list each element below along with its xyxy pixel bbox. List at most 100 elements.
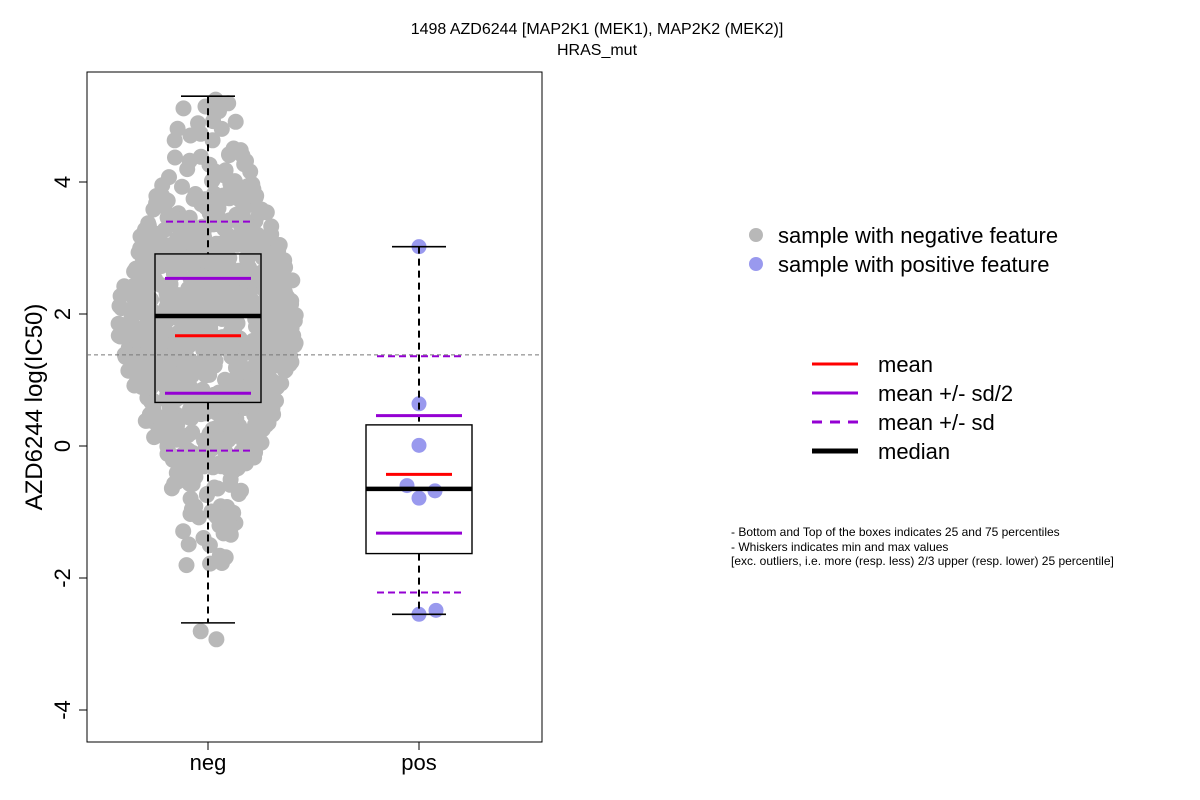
data-point-neg [213,458,229,475]
data-point-neg [127,287,144,304]
data-point-neg [190,509,207,526]
legend-point-label: sample with positive feature [778,252,1049,277]
data-point-neg [180,280,197,297]
legend-line-label: mean +/- sd [878,410,995,435]
data-point-neg [258,360,274,377]
data-point-neg [207,420,224,437]
data-point-neg [223,518,240,535]
legend-line-label: median [878,439,950,464]
data-point-neg [255,266,272,282]
data-point-pos [411,490,427,506]
data-point-neg [258,413,275,430]
data-point-neg [130,302,146,319]
data-point-neg [227,113,244,130]
data-point-neg [180,536,197,553]
data-point-neg [169,120,186,137]
data-point-neg [222,187,239,204]
y-tick-label: -2 [50,568,75,588]
data-point-neg [259,289,276,306]
data-point-neg [230,262,247,279]
data-point-neg [250,433,267,450]
data-point-neg [192,623,209,640]
data-point-neg [225,463,242,479]
note-line-2: - Whiskers indicates min and max values [731,540,948,554]
legend-line-label: mean [878,352,933,377]
data-point-neg [168,464,185,481]
data-point-neg [181,409,198,426]
data-point-neg [167,149,183,166]
data-point-neg [251,206,267,222]
data-point-neg [208,631,225,648]
data-point-neg [230,486,247,502]
data-point-neg [175,317,192,334]
data-point-neg [211,547,228,564]
data-point-neg [197,199,214,216]
data-point-neg [217,371,233,388]
points-layer [110,91,444,648]
data-point-neg [167,387,184,404]
data-point-neg [164,351,181,368]
data-point-neg [199,485,216,502]
data-point-neg [167,239,184,256]
data-point-neg [235,223,252,240]
data-point-neg [215,401,232,417]
data-point-neg [208,508,225,525]
data-point-neg [149,228,166,245]
data-point-neg [134,268,151,285]
data-point-neg [129,325,145,342]
chart-subtitle: HRAS_mut [557,42,638,59]
x-tick-label: pos [401,750,436,775]
data-point-neg [206,343,223,360]
data-point-neg [175,523,192,540]
data-point-neg [125,355,142,372]
data-point-neg [234,147,251,164]
data-point-neg [139,351,155,368]
data-point-neg [221,147,238,164]
data-point-neg [197,405,214,422]
data-point-neg [175,445,192,462]
data-point-neg [171,301,188,318]
data-point-neg [126,377,143,394]
data-point-neg [184,367,201,384]
data-point-neg [247,387,264,404]
data-point-neg [239,251,256,268]
data-point-neg [228,359,244,376]
data-point-neg [175,100,192,117]
data-point-neg [265,380,282,397]
box-iqr [154,253,262,404]
data-point-neg [201,387,218,404]
legend-point-swatch [749,228,763,242]
data-point-neg [237,455,254,472]
data-point-neg [150,195,167,211]
data-point-pos [428,602,444,618]
data-point-neg [195,293,212,310]
y-axis-label: AZD6244 log(IC50) [21,304,48,511]
data-point-neg [216,431,233,448]
data-point-neg [195,530,212,546]
stats-layer [87,95,542,624]
data-point-neg [175,255,192,272]
legend-lines: mean mean +/- sd/2 mean +/- sd median [812,352,1013,464]
data-point-neg [184,424,201,441]
data-point-neg [247,189,264,206]
y-tick-label: 0 [50,440,75,452]
data-point-neg [182,234,199,251]
data-point-neg [193,220,210,237]
data-point-neg [188,189,205,206]
data-point-neg [111,298,128,314]
notes: - Bottom and Top of the boxes indicates … [731,525,1114,568]
y-tick-label: 2 [50,308,75,320]
data-point-neg [270,247,287,264]
data-point-neg [211,103,227,120]
legend-point-label: sample with negative feature [778,223,1058,248]
data-point-neg [158,299,175,316]
data-point-neg [187,468,204,485]
note-line-1: - Bottom and Top of the boxes indicates … [731,525,1060,539]
data-point-neg [144,321,160,338]
data-point-neg [266,338,282,355]
data-point-neg [250,230,267,246]
data-point-neg [174,178,190,195]
data-point-neg [150,372,167,389]
data-point-neg [178,557,195,574]
